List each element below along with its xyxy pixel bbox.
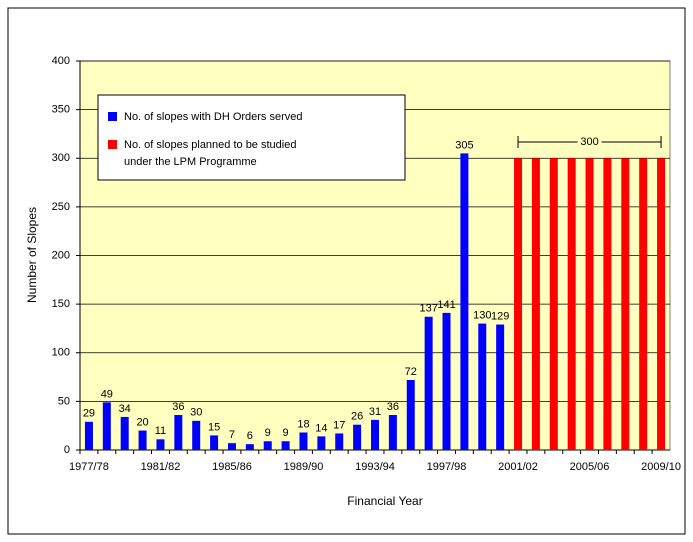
bar [621, 158, 630, 450]
data-label: 7 [229, 429, 235, 441]
x-tick-label: 1997/98 [427, 461, 467, 473]
bar [531, 158, 540, 450]
legend-label: No. of slopes with DH Orders served [124, 111, 303, 123]
data-label: 141 [437, 299, 455, 311]
x-tick-label: 1985/86 [212, 461, 252, 473]
data-label: 17 [333, 419, 345, 431]
annotation-bg [577, 135, 602, 149]
bar [639, 158, 648, 450]
data-label: 9 [283, 427, 289, 439]
bar [585, 158, 594, 450]
data-label: 72 [405, 366, 417, 378]
x-tick-label: 1993/94 [355, 461, 395, 473]
bar [514, 158, 523, 450]
legend-label: No. of slopes planned to be studied under… [124, 139, 296, 168]
bar [281, 441, 290, 450]
annotation: 300 [580, 136, 598, 148]
y-tick-label: 150 [52, 298, 70, 310]
y-axis-label: Number of Slopes [25, 207, 39, 303]
data-label: 14 [315, 422, 327, 434]
data-label: 36 [172, 401, 184, 413]
legend-swatch [108, 140, 117, 149]
bar [174, 414, 183, 450]
x-tick-label: 1977/78 [69, 461, 109, 473]
bar [245, 444, 254, 450]
bar [478, 323, 487, 450]
bar [657, 158, 666, 450]
data-label: 49 [101, 388, 113, 400]
bar [227, 443, 236, 450]
bar [603, 158, 612, 450]
x-tick-label: 1981/82 [141, 461, 181, 473]
data-label: 34 [119, 403, 131, 415]
data-label: 15 [208, 421, 220, 433]
bar [335, 433, 344, 450]
bar [567, 158, 576, 450]
x-tick-label: 2005/06 [570, 461, 610, 473]
y-tick-label: 200 [52, 249, 70, 261]
bar [263, 441, 272, 450]
bar [388, 414, 397, 450]
x-tick-label: 1989/90 [284, 461, 324, 473]
data-label: 30 [190, 407, 202, 419]
data-label: 9 [265, 427, 271, 439]
y-tick-label: 100 [52, 347, 70, 359]
data-label: 129 [491, 310, 509, 322]
y-tick-label: 250 [52, 201, 70, 213]
data-label: 36 [387, 401, 399, 413]
data-label: 26 [351, 411, 363, 423]
y-tick-label: 50 [58, 395, 70, 407]
bar [156, 439, 165, 450]
data-label: 29 [83, 408, 95, 420]
y-tick-label: 350 [52, 104, 70, 116]
bar [353, 424, 362, 450]
bar [102, 402, 111, 450]
bar [424, 316, 433, 450]
y-tick-label: 300 [52, 152, 70, 164]
bar [138, 430, 147, 450]
x-tick-label: 2001/02 [498, 461, 538, 473]
legend-swatch [108, 112, 117, 121]
data-label: 11 [155, 425, 166, 437]
data-label: 6 [247, 430, 253, 442]
bar [192, 420, 201, 450]
x-tick-label: 2009/10 [641, 461, 681, 473]
bar [460, 153, 469, 450]
data-label: 31 [369, 406, 381, 418]
bar [317, 436, 326, 450]
bar [210, 435, 219, 450]
y-tick-label: 400 [52, 55, 70, 67]
legend [97, 94, 406, 181]
data-label: 18 [297, 418, 309, 430]
x-axis-label: Financial Year [347, 494, 422, 508]
bar [549, 158, 558, 450]
bar [371, 419, 379, 450]
bar [299, 432, 308, 450]
data-label: 305 [455, 139, 473, 151]
bar [406, 379, 415, 450]
bar [120, 416, 129, 450]
bar [496, 324, 505, 450]
data-label: 130 [473, 309, 491, 321]
y-tick-label: 0 [64, 444, 70, 456]
data-label: 20 [136, 416, 148, 428]
data-label: 137 [419, 303, 437, 315]
bar [84, 421, 93, 450]
bar [442, 312, 451, 450]
